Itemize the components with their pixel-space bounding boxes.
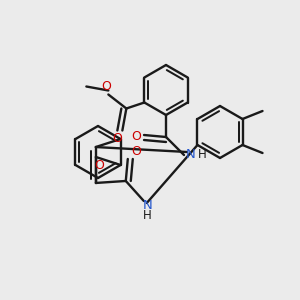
Text: O: O [94,160,104,172]
Text: O: O [101,80,111,93]
Text: O: O [112,132,122,145]
Text: H: H [142,209,151,223]
Text: N: N [186,148,196,160]
Text: N: N [143,200,153,212]
Text: O: O [131,130,141,143]
Text: H: H [198,148,206,160]
Text: O: O [131,146,141,158]
